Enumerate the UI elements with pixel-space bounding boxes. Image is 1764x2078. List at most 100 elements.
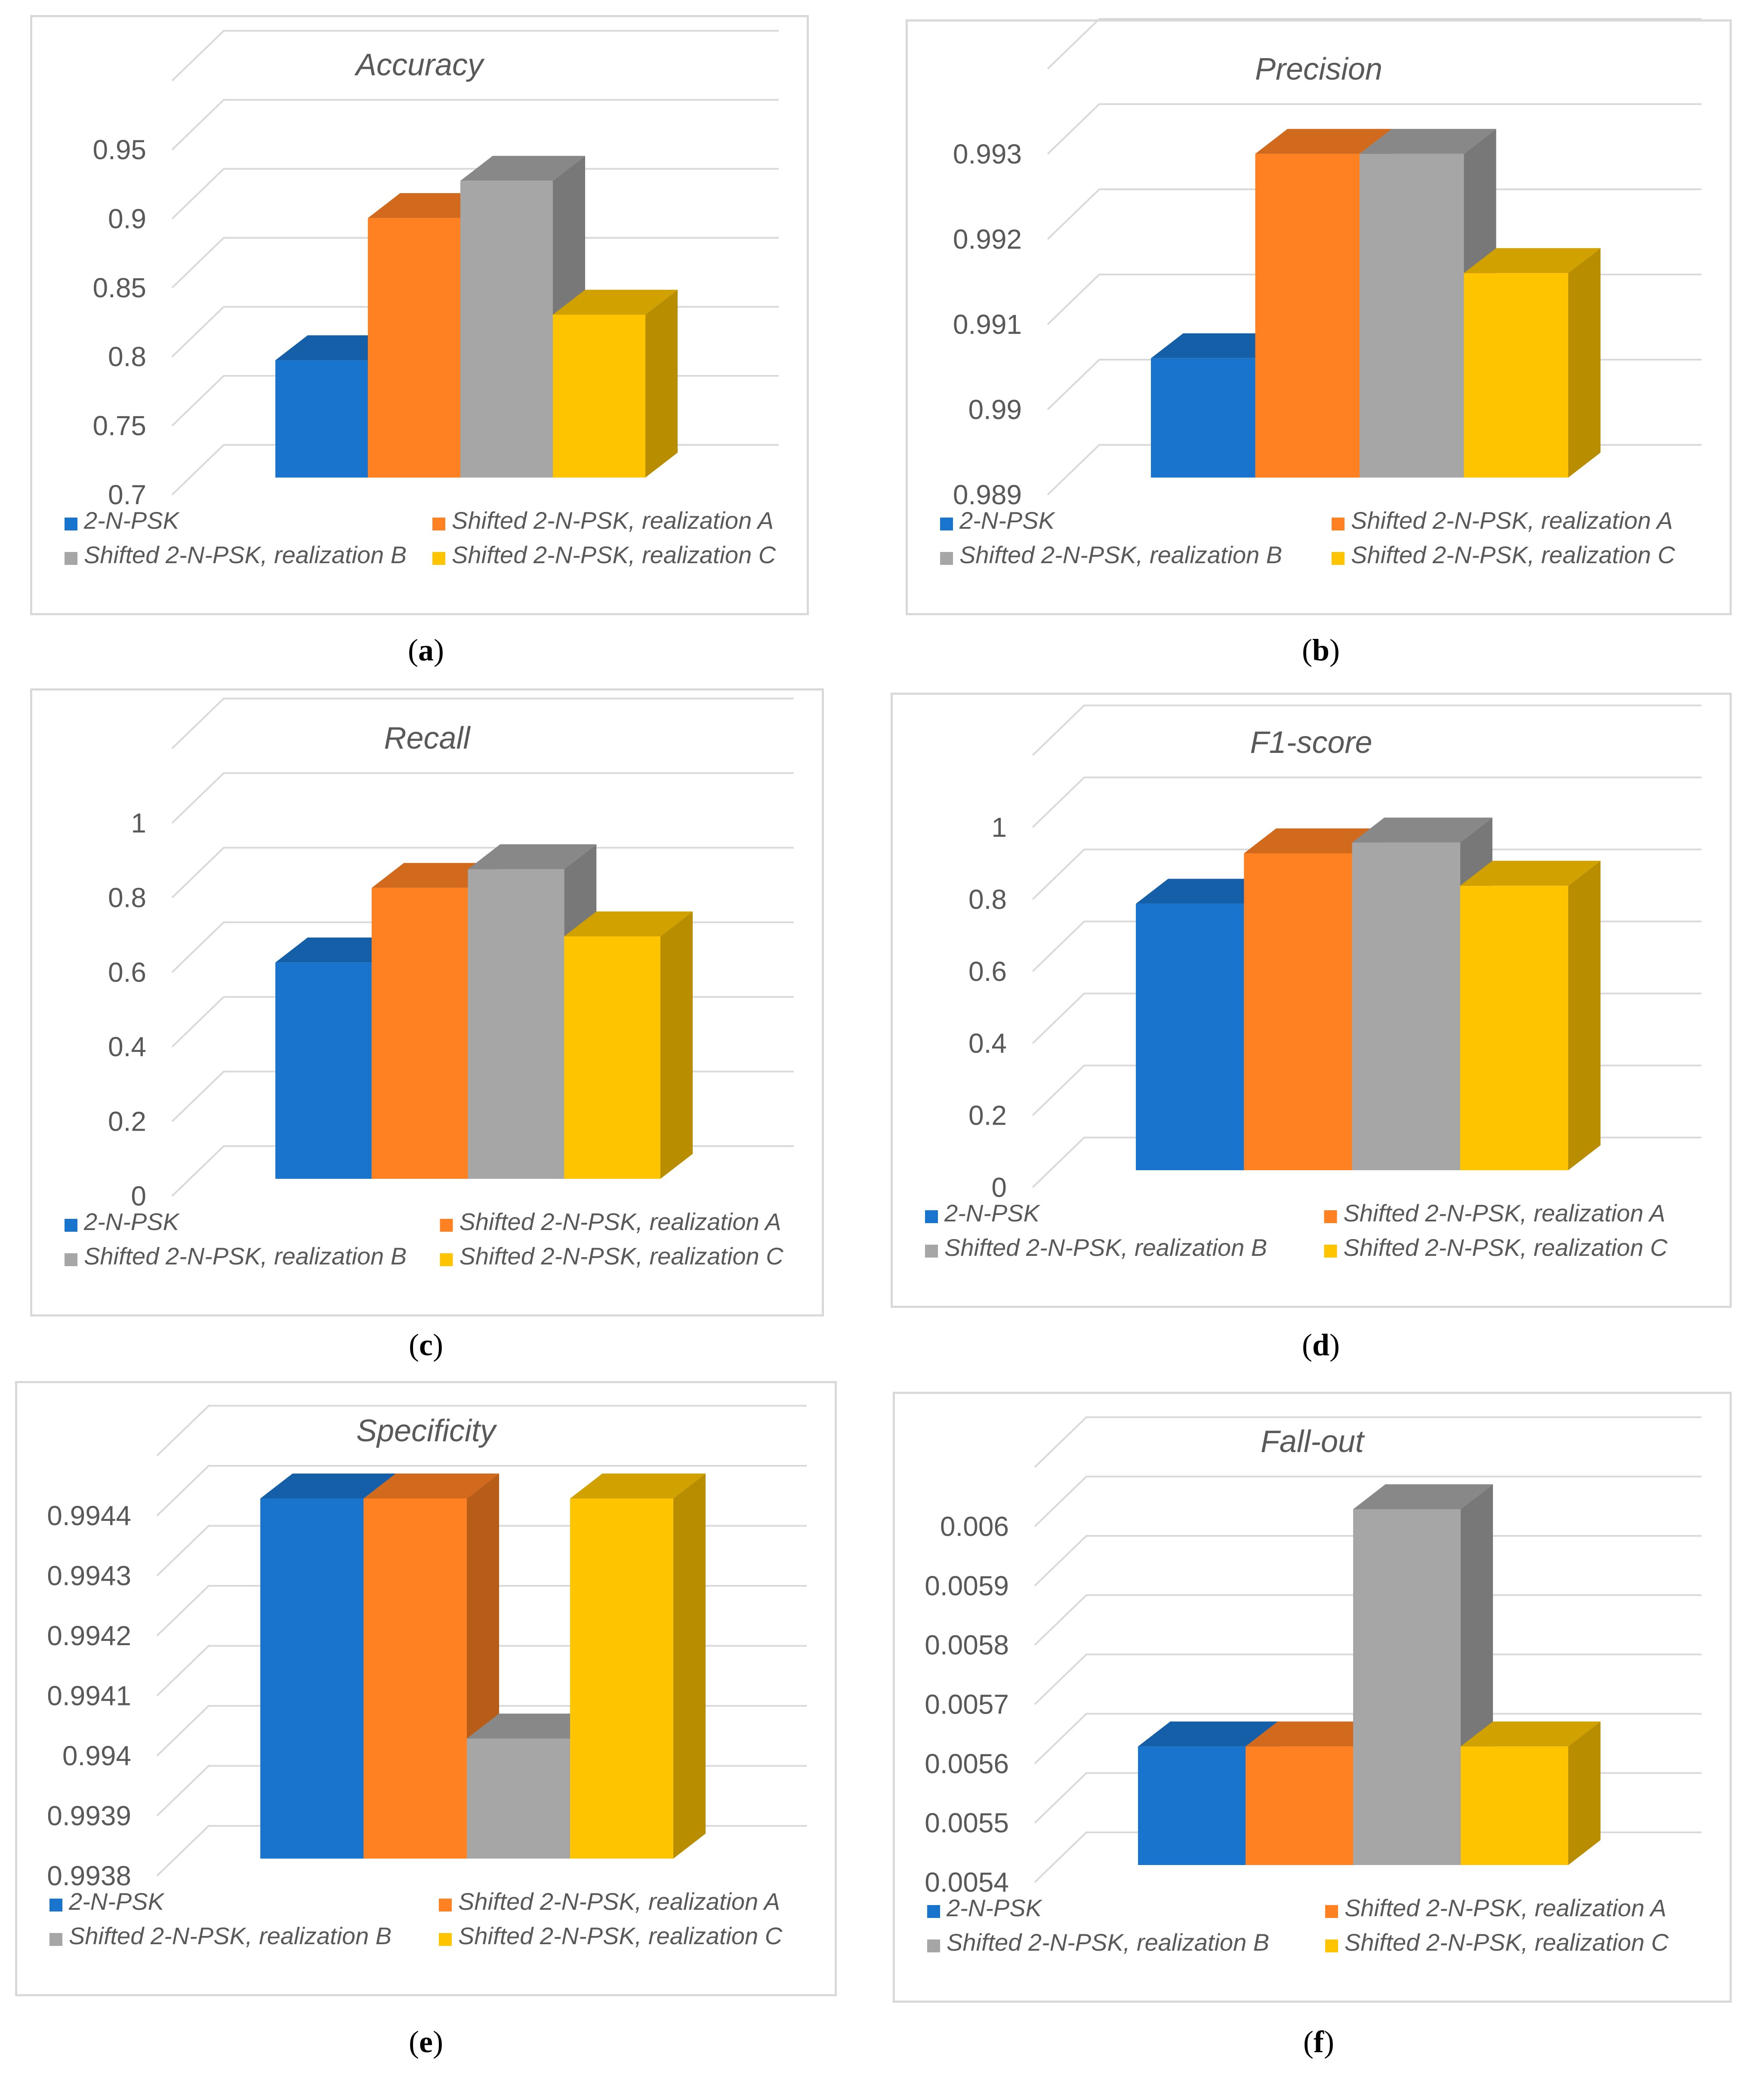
y-tick-label: 0.7 (108, 479, 146, 510)
legend-swatch (432, 518, 445, 530)
caption-c: (c) (409, 1328, 443, 1362)
bar-front (1464, 273, 1568, 478)
bar-top (1255, 129, 1392, 154)
bar-front (468, 869, 564, 1179)
y-tick-label: 0.993 (953, 139, 1022, 170)
legend-label: Shifted 2-N-PSK, realization A (460, 1208, 781, 1235)
y-tick-label: 0.6 (968, 956, 1007, 987)
legend-label: Shifted 2-N-PSK, realization C (1344, 1234, 1668, 1261)
y-tick-label: 0.4 (968, 1028, 1007, 1059)
bar-4 (564, 911, 693, 1179)
bar-top (1360, 129, 1496, 154)
bar-top (467, 1714, 602, 1739)
bar-top (260, 1474, 396, 1498)
gridline (171, 99, 779, 151)
bar-top (553, 290, 678, 315)
caption-f-letter: f (1314, 2025, 1324, 2059)
bar-top (564, 911, 693, 937)
legend-swatch (940, 518, 953, 530)
legend-swatch (65, 552, 77, 565)
legend-label: Shifted 2-N-PSK, realization C (452, 541, 776, 568)
bar-top (1244, 828, 1385, 854)
bar-front (460, 181, 553, 478)
gridline (171, 237, 779, 289)
legend-swatch (65, 1219, 77, 1232)
legend-swatch (927, 1939, 940, 1952)
bar-front (1461, 1746, 1568, 1865)
legend-swatch (1325, 1939, 1338, 1952)
chart-title: Accuracy (354, 48, 485, 82)
gridline (1047, 18, 1702, 70)
y-tick-label: 0.0059 (925, 1570, 1009, 1601)
chart-svg-e: Specificity 0.9938 0.9939 0.994 0.9941 0.9942… (15, 1381, 837, 1996)
caption-b-letter: b (1312, 633, 1330, 667)
chart-panel-d: F1-score 0 0.2 0.4 0.6 0.8 1 2-N-PSK Shifted 2-N… (891, 693, 1732, 1308)
legend-label: Shifted 2-N-PSK, realization B (69, 1922, 392, 1949)
chart-svg-c: Recall 0 0.2 0.4 0.6 0.8 1 2-N-PSK Shifted 2-N-P… (30, 688, 824, 1316)
gridline (156, 1465, 807, 1517)
bar-top (1464, 248, 1601, 273)
bar-front (1460, 885, 1568, 1170)
y-tick-label: 0.9938 (47, 1860, 131, 1891)
chart-svg-d: F1-score 0 0.2 0.4 0.6 0.8 1 2-N-PSK Shifted 2-N… (891, 693, 1732, 1308)
chart-panel-e: Specificity 0.9938 0.9939 0.994 0.9941 0.9942… (15, 1381, 837, 1996)
bar-side (1568, 1721, 1601, 1865)
legend-label: 2-N-PSK (944, 1199, 1041, 1227)
y-tick-label: 0.2 (968, 1100, 1007, 1131)
chart-svg-f: Fall-out 0.0054 0.0055 0.0056 0.0057 0.0058 0.… (893, 1392, 1732, 2003)
y-tick-label: 0.6 (108, 957, 146, 988)
bar-4 (553, 290, 678, 478)
bar-front (1246, 1746, 1353, 1865)
caption-d: (d) (1301, 1328, 1340, 1362)
y-tick-label: 0.75 (93, 410, 146, 441)
gridline (1034, 1653, 1702, 1705)
bar-front (371, 888, 468, 1179)
gridline (1034, 1594, 1702, 1646)
chart-panel-f: Fall-out 0.0054 0.0055 0.0056 0.0057 0.0058 0.… (893, 1392, 1732, 2003)
y-tick-label: 0.8 (968, 884, 1007, 915)
bar-top (1461, 1721, 1601, 1747)
bar-front (1151, 358, 1255, 478)
y-tick-label: 0.991 (953, 309, 1022, 340)
gridline (1032, 848, 1702, 900)
legend-swatch (440, 1253, 453, 1266)
legend-label: Shifted 2-N-PSK, realization B (947, 1929, 1269, 1956)
y-tick-label: 0.992 (953, 224, 1022, 255)
bar-4 (1460, 860, 1601, 1170)
chart-svg-b: Precision 0.989 0.99 0.991 0.992 0.993 2-N-PSK… (906, 18, 1732, 615)
y-tick-label: 0.4 (108, 1031, 146, 1062)
legend-swatch (440, 1219, 453, 1232)
y-tick-label: 0.99 (968, 394, 1022, 425)
legend-label: Shifted 2-N-PSK, realization A (1351, 507, 1673, 534)
bar-4 (1464, 248, 1601, 478)
caption-a-letter: a (418, 633, 434, 667)
legend-swatch (65, 518, 77, 530)
legend-label: Shifted 2-N-PSK, realization B (84, 1242, 407, 1270)
legend-swatch (49, 1933, 62, 1946)
legend-swatch (940, 552, 953, 565)
legend-swatch (1324, 1245, 1337, 1258)
legend-label: Shifted 2-N-PSK, realization B (959, 541, 1282, 568)
bar-side (645, 290, 678, 478)
legend-swatch (925, 1245, 938, 1258)
legend-label: Shifted 2-N-PSK, realization A (458, 1888, 780, 1915)
bar-front (467, 1739, 570, 1859)
legend-label: 2-N-PSK (959, 507, 1056, 534)
bar-4 (1461, 1721, 1601, 1865)
legend-swatch (925, 1210, 938, 1223)
bar-top (1151, 333, 1288, 358)
bar-front (1352, 842, 1460, 1170)
bar-front (1138, 1746, 1246, 1865)
bar-front (368, 218, 460, 478)
y-tick-label: 0.8 (108, 882, 146, 913)
bar-front (1244, 853, 1352, 1170)
gridline (1034, 1476, 1702, 1527)
bar-front (564, 936, 660, 1179)
chart-title: F1-score (1250, 725, 1372, 760)
bar-front (1136, 903, 1244, 1170)
y-tick-label: 0.989 (953, 479, 1022, 510)
legend-swatch (432, 552, 445, 565)
bar-front (1255, 154, 1360, 478)
gridline (171, 847, 794, 898)
bar-1 (1151, 333, 1288, 478)
